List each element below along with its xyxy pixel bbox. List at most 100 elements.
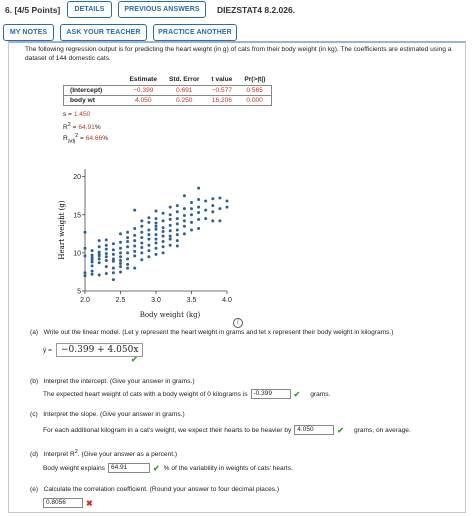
- data-point: [147, 220, 151, 224]
- data-point: [147, 216, 151, 220]
- data-point: [119, 259, 122, 262]
- data-point: [104, 243, 108, 247]
- data-point: [218, 219, 222, 223]
- data-point: [168, 223, 172, 227]
- data-point: [175, 210, 179, 214]
- data-point: [140, 258, 144, 262]
- data-point: [154, 227, 158, 231]
- data-point: [126, 251, 130, 255]
- data-point: [168, 217, 172, 221]
- data-point: [133, 266, 137, 270]
- data-point: [126, 245, 130, 249]
- data-point: [204, 217, 208, 221]
- data-point: [111, 259, 115, 263]
- y-tick-label: 10: [73, 250, 81, 257]
- data-point: [119, 251, 122, 255]
- data-point: [190, 201, 193, 205]
- question-panel: [8, 41, 466, 513]
- data-point: [197, 210, 201, 214]
- part-d-answer: Body weight explains 64.91 ✔ % of the va…: [43, 463, 293, 473]
- data-point: [182, 207, 186, 211]
- data-point: [211, 219, 215, 223]
- data-point: [104, 255, 108, 259]
- correlation-input[interactable]: 0.8056: [43, 498, 83, 508]
- data-point: [147, 255, 151, 259]
- data-point: [97, 239, 101, 243]
- r2adj-value: 64.66: [85, 135, 103, 143]
- data-point: [147, 249, 151, 253]
- data-point: [197, 205, 201, 209]
- data-point: [225, 205, 229, 209]
- data-point: [90, 253, 94, 257]
- data-point: [161, 230, 165, 234]
- r2-input[interactable]: 64.91: [107, 463, 150, 473]
- practice-another-button[interactable]: PRACTICE ANOTHER: [153, 24, 237, 41]
- previous-answers-button[interactable]: PREVIOUS ANSWERS: [118, 1, 206, 18]
- data-point: [147, 233, 151, 237]
- details-button[interactable]: DETAILS: [67, 1, 112, 18]
- data-point: [119, 262, 122, 266]
- y-axis-label: Heart weight (g): [58, 200, 66, 259]
- col-header-std-error: Std. Error: [169, 75, 200, 83]
- data-point: [154, 237, 158, 241]
- data-point: [97, 257, 101, 261]
- check-icon: ✔: [152, 463, 160, 473]
- ask-teacher-button[interactable]: ASK YOUR TEACHER: [60, 24, 147, 41]
- data-point: [97, 261, 101, 265]
- x-tick-label: 2.5: [116, 297, 126, 304]
- data-point: [147, 237, 151, 241]
- data-point: [154, 221, 158, 225]
- table-cell: 0.565: [238, 85, 272, 96]
- check-icon: ✔: [293, 389, 301, 399]
- y-tick-label: 5: [77, 289, 81, 296]
- data-point: [204, 199, 208, 203]
- x-tick-label: 3.0: [151, 297, 161, 304]
- info-icon[interactable]: i: [233, 318, 243, 328]
- data-point: [168, 213, 172, 217]
- top-bar: 6. [4/5 Points] DETAILS PREVIOUS ANSWERS…: [0, 0, 474, 24]
- data-point: [161, 211, 165, 215]
- my-notes-button[interactable]: MY NOTES: [3, 24, 54, 41]
- y-tick-label: 20: [73, 174, 81, 181]
- r2-value: 64.91: [78, 124, 95, 132]
- data-point: [175, 239, 179, 243]
- data-point: [126, 266, 130, 270]
- data-point: [83, 230, 87, 234]
- data-point: [140, 246, 144, 250]
- row-label: (Intercept): [63, 85, 124, 96]
- data-point: [182, 194, 186, 198]
- data-point: [175, 228, 179, 232]
- data-point: [175, 233, 179, 237]
- data-point: [126, 230, 130, 234]
- data-point: [119, 246, 122, 250]
- slope-input[interactable]: 4.050: [294, 425, 335, 435]
- part-e-answer: 0.8056 ✖: [43, 498, 93, 508]
- data-point: [133, 249, 137, 253]
- data-point: [111, 248, 115, 252]
- data-point: [182, 214, 186, 218]
- data-point: [168, 205, 172, 209]
- linear-model-input[interactable]: −0.399 + 4.050x: [55, 343, 144, 357]
- data-point: [90, 272, 94, 276]
- intercept-input[interactable]: -0.399: [250, 389, 291, 399]
- question-number: 6. [4/5 Points]: [5, 5, 61, 15]
- data-point: [161, 251, 165, 255]
- data-point: [161, 234, 165, 238]
- data-point: [83, 271, 87, 275]
- data-point: [97, 252, 101, 256]
- data-point: [133, 239, 137, 243]
- y-tick-label: 15: [73, 212, 81, 219]
- data-point: [126, 236, 130, 240]
- data-point: [119, 265, 122, 269]
- data-point: [104, 238, 108, 242]
- data-point: [126, 257, 130, 261]
- table-cell: 0.250: [163, 95, 206, 106]
- data-point: [140, 224, 144, 228]
- data-point: [190, 220, 193, 224]
- part-c-prompt: (c) Interpret the slope. (Give your answ…: [30, 411, 185, 418]
- data-point: [97, 250, 101, 254]
- data-point: [90, 255, 94, 259]
- data-point: [161, 226, 165, 230]
- data-point: [211, 210, 215, 214]
- data-point: [175, 244, 179, 248]
